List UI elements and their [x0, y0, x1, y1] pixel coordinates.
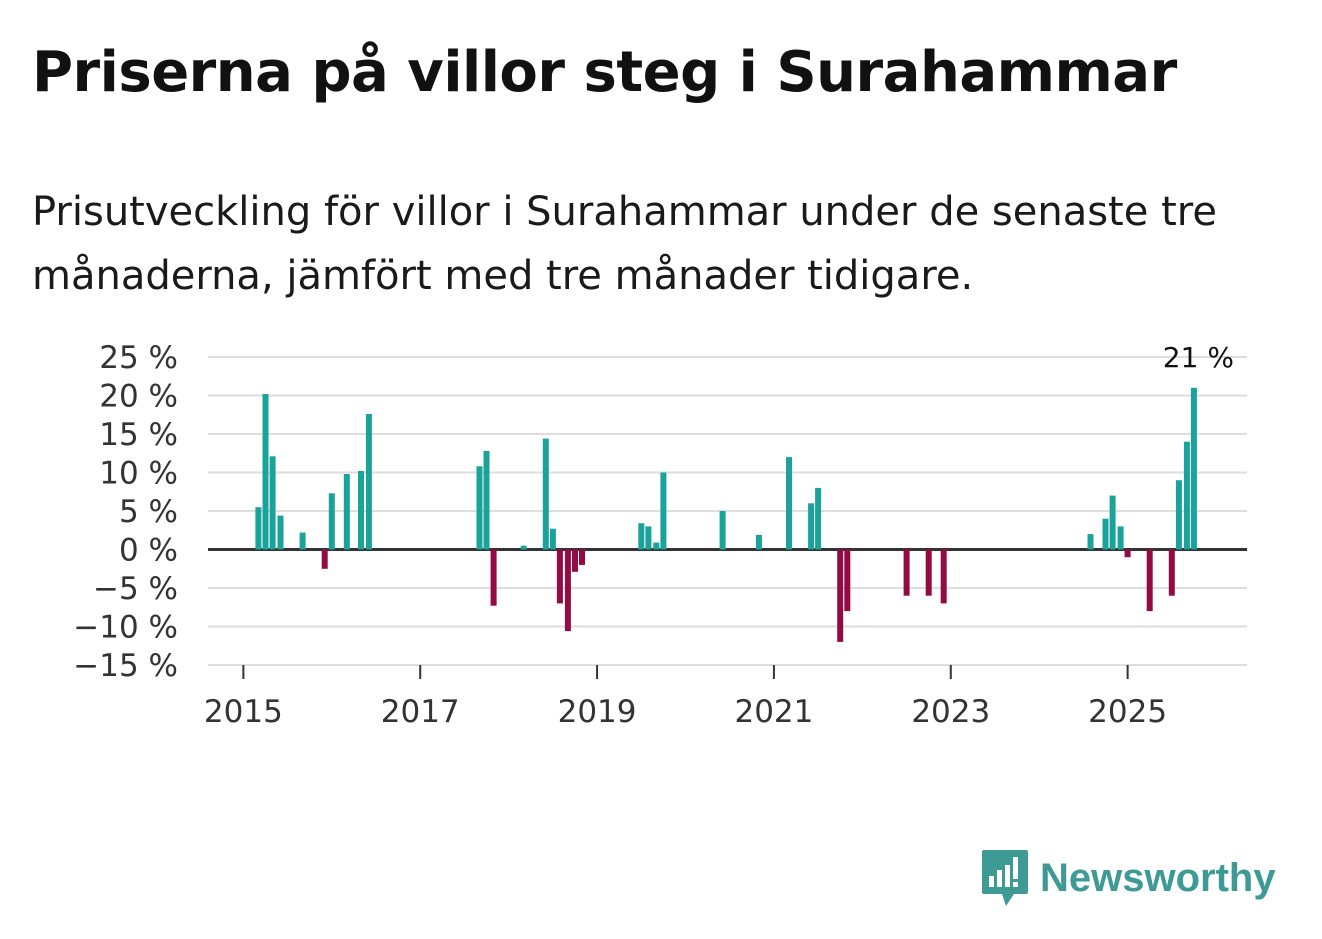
bar [815, 487, 822, 550]
bar [262, 394, 269, 550]
gridlines [208, 356, 1247, 666]
bar [786, 457, 792, 550]
x-tick-label: 2017 [381, 694, 460, 730]
y-tick-label: −10 % [73, 610, 178, 646]
chart-title: Priserna på villor steg i Surahammar [32, 40, 1177, 105]
bar [1117, 526, 1124, 550]
bar-chart: 25 %20 %15 %10 %5 %0 %−5 %−10 %−15 % 201… [73, 340, 1247, 730]
x-tick-label: 2023 [911, 694, 990, 730]
bar [903, 549, 910, 596]
y-tick-label: 10 % [99, 456, 178, 492]
newsworthy-logo[interactable]: Newsworthy [980, 848, 1276, 908]
data-labels: 21 % [1163, 341, 1234, 374]
bar [1102, 518, 1109, 550]
y-tick-label: 5 % [119, 494, 178, 530]
brand-name: Newsworthy [1040, 855, 1276, 900]
bar [638, 523, 645, 550]
bar [719, 511, 726, 550]
bar [542, 438, 549, 550]
bar [660, 472, 667, 550]
x-axis: 2015 2017 2019 2021 2023 2025 [204, 665, 1167, 730]
bar [556, 549, 563, 604]
chart-subtitle: Prisutveckling för villor i Surahammar u… [32, 189, 1217, 299]
last-value-label: 21 % [1163, 341, 1234, 374]
bar [925, 549, 932, 596]
bar [490, 549, 497, 606]
bar [365, 414, 372, 550]
bar [579, 549, 585, 565]
bar [844, 549, 851, 612]
bar [940, 549, 947, 604]
bar [1087, 534, 1094, 550]
bar [476, 466, 483, 550]
bar [755, 534, 762, 550]
bar [358, 471, 364, 550]
bar [520, 545, 527, 550]
newsworthy-logo-icon [982, 850, 1028, 906]
bar [837, 549, 844, 642]
bar [1146, 549, 1153, 612]
y-tick-label: −15 % [73, 648, 178, 684]
bar [269, 456, 276, 550]
y-axis: 25 %20 %15 %10 %5 %0 %−5 %−10 %−15 % [73, 340, 178, 684]
y-tick-label: 20 % [99, 379, 178, 415]
bar [299, 532, 306, 550]
bar [1109, 495, 1116, 550]
bar [572, 549, 578, 572]
bar-series [255, 387, 1197, 642]
bar [653, 542, 660, 550]
bar [1175, 480, 1182, 550]
x-tick-label: 2015 [204, 694, 283, 730]
bar [564, 549, 571, 632]
bar [277, 515, 284, 550]
bar [645, 526, 652, 550]
bar [1124, 549, 1131, 558]
y-tick-label: 25 % [99, 340, 178, 376]
y-tick-label: 0 % [119, 533, 178, 569]
bar [343, 474, 350, 550]
bar [255, 507, 262, 550]
y-tick-label: 15 % [99, 417, 178, 453]
x-tick-label: 2021 [734, 694, 813, 730]
bar [808, 503, 815, 550]
bar [549, 528, 556, 550]
y-tick-label: −5 % [93, 571, 178, 607]
bar [321, 549, 328, 569]
bar [1190, 387, 1197, 550]
bar [1168, 549, 1175, 596]
x-tick-label: 2019 [558, 694, 637, 730]
bar [328, 493, 335, 550]
bar [483, 450, 490, 550]
bar [1183, 441, 1190, 550]
x-tick-label: 2025 [1088, 694, 1167, 730]
